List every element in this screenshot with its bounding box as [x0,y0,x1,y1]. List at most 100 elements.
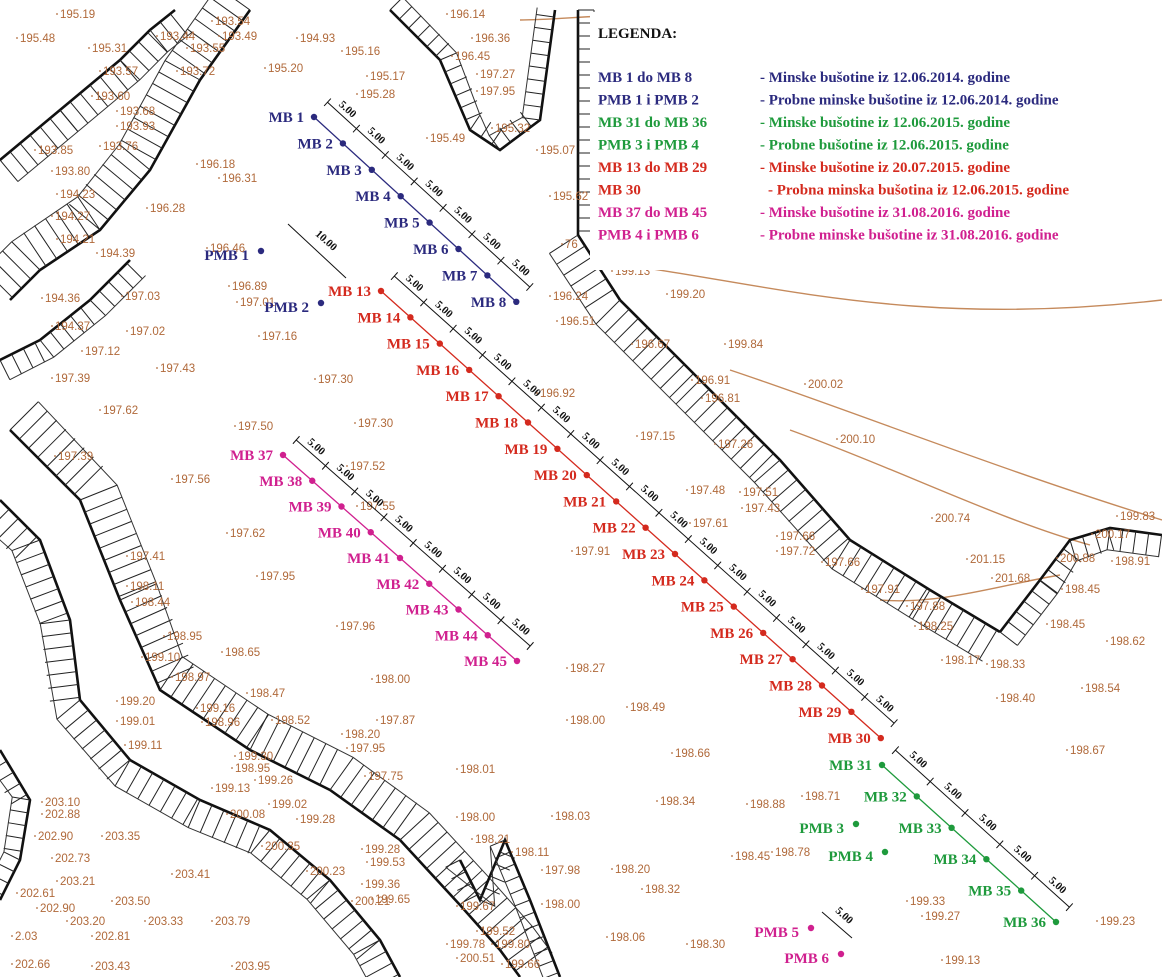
slope-hatch [85,183,118,211]
slope-hatch [457,882,472,891]
slope-hatch [125,595,163,613]
elevation-label: 198.95 [235,763,270,775]
elevation-point [56,13,58,15]
slope-hatch [480,121,492,138]
slope-hatch [46,438,76,468]
legend-description: - Probne bušotine iz 12.06.2015. godine [760,138,1009,154]
elevation-point [941,959,943,961]
borehole-label: MB 40 [318,525,361,541]
slope-hatch [119,59,141,81]
elevation-point [906,900,908,902]
slope-hatch [125,766,142,793]
borehole [878,761,886,769]
elevation-label: 203.41 [175,869,210,881]
elevation-label: 202.90 [38,831,73,843]
elevation-point [491,127,493,129]
slope-hatch [912,589,931,620]
slope-hatch [247,825,261,854]
slope-hatch [151,654,189,672]
elevation-label: 197.51 [743,487,778,499]
slope-hatch [194,18,228,43]
elevation-point [116,110,118,112]
slope-hatch [9,401,39,431]
elevation-point [336,625,338,627]
elevation-point [51,215,53,217]
dimension-line [327,101,531,288]
dimension-line [821,911,853,939]
legend-description: - Minske bušotine iz 12.06.2014. godine [760,70,1010,86]
legend-label: MB 1 do MB 8 [598,70,692,86]
borehole-label: MB 17 [446,389,489,405]
borehole [368,166,375,173]
elevation-point [101,835,103,837]
slope-hatch [117,272,134,289]
slope-hatch [1145,533,1150,556]
elevation-point [91,935,93,937]
elevation-point [236,301,238,303]
slope-hatch [45,658,75,663]
slope-hatch [0,508,10,520]
elevation-label: 197.98 [545,865,580,877]
slope-hatch [529,935,545,943]
slope-hatch [192,678,216,712]
elevation-label: 199.83 [1120,511,1155,523]
slope-hatch [149,29,168,53]
elevation-point [258,335,260,337]
slope-hatch [1031,590,1050,605]
slope-hatch [261,719,280,757]
slope-hatch [853,553,873,583]
elevation-label: 199.53 [370,857,405,869]
slope-hatch [444,64,462,73]
elevation-point [686,943,688,945]
legend-label: MB 13 do MB 29 [598,160,707,176]
dimension-line [394,275,895,724]
borehole [397,193,404,200]
borehole [484,632,491,639]
legend-description: - Minske bušotine iz 31.08.2016. godine [760,205,1010,221]
slope-hatch [353,939,381,955]
elevation-point [701,397,703,399]
elevation-label: 197.39 [55,373,90,385]
slope-hatch [451,871,467,880]
slope-hatch [120,139,157,160]
elevation-point [126,555,128,557]
contour-line [599,261,1162,311]
elevation-label: 199.66 [505,959,540,971]
slope-hatch [140,630,178,648]
slope-hatch [371,787,396,821]
dimension-tick [714,561,722,570]
elevation-label: 193.55 [190,43,225,55]
elevation-point [536,149,538,151]
elevation-label: 203.79 [215,916,250,928]
slope-hatch [393,802,418,836]
slope-hatch [70,315,85,334]
slope-hatch [182,798,199,825]
slope-hatch [452,869,483,898]
slope-hatch [80,307,95,326]
slope-hatch [290,862,311,887]
elevation-label: 197.96 [340,621,375,633]
slope-hatch [89,739,114,760]
slope-hatch [494,916,525,945]
slope-hatch [159,785,176,813]
elevation-point [131,601,133,603]
elevation-point [116,700,118,702]
legend-label: PMB 1 i PMB 2 [598,93,699,109]
borehole [818,682,826,689]
slope-hatch [126,262,143,280]
elevation-label: 199.52 [480,926,515,938]
elevation-point [941,659,943,661]
slope-hatch [0,878,9,884]
slope-hatch [532,39,551,44]
elevation-point [501,963,503,965]
slope-hatch [66,203,90,238]
elevation-point [476,73,478,75]
slope-hatch [164,60,201,81]
elevation-point [226,532,228,534]
slope-bottom [37,401,553,954]
borehole [760,629,767,637]
slope-hatch [159,21,179,45]
slope-hatch [0,518,19,538]
elevation-point [56,238,58,240]
elevation-label: 198.71 [805,791,840,803]
